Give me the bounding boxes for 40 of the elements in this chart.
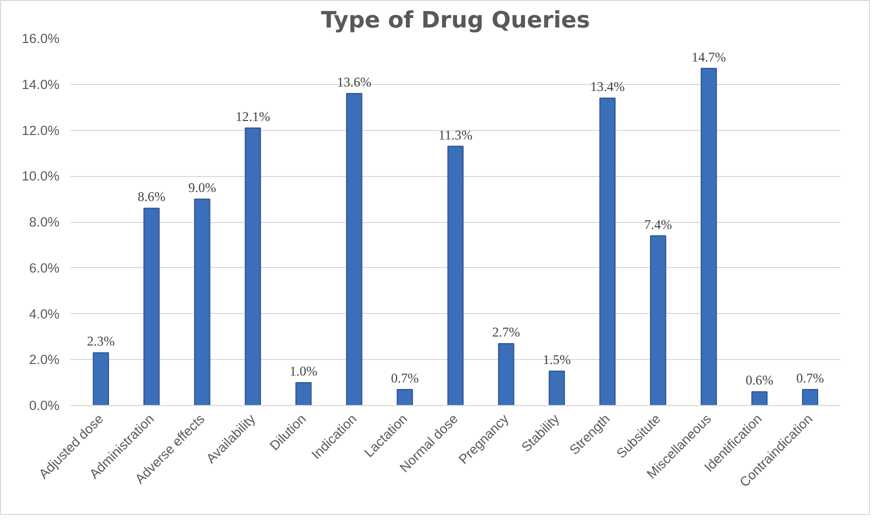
y-tick-label: 2.0%: [29, 352, 60, 368]
bar: [396, 388, 413, 406]
data-label: 14.7%: [692, 49, 726, 64]
data-label: 13.4%: [590, 79, 625, 94]
bar: [548, 370, 565, 406]
y-tick-label: 4.0%: [29, 306, 60, 322]
data-label: 2.3%: [87, 334, 115, 349]
bar: [700, 68, 717, 406]
data-label: 0.7%: [796, 370, 824, 386]
data-label: 2.7%: [492, 324, 520, 340]
y-tick-label: 14.0%: [22, 76, 60, 92]
bar: [751, 391, 768, 406]
bar: [92, 352, 109, 406]
data-label: 12.1%: [236, 108, 270, 124]
y-tick-label: 8.0%: [29, 214, 60, 230]
bar: [194, 198, 210, 406]
data-label: 0.7%: [390, 370, 419, 386]
y-tick-label: 16.0%: [22, 31, 60, 46]
bar: [650, 235, 666, 406]
bar: [498, 343, 514, 406]
bar: [346, 93, 362, 406]
data-label: 11.3%: [438, 127, 472, 142]
bar: [143, 208, 160, 406]
y-tick-label: 12.0%: [22, 122, 60, 138]
data-label: 13.6%: [336, 74, 372, 90]
y-tick-label: 6.0%: [29, 260, 60, 276]
bar: [599, 98, 616, 406]
data-label: 0.6%: [746, 372, 774, 388]
bar: [802, 388, 818, 406]
bar: [295, 382, 312, 406]
y-tick-label: 10.0%: [22, 168, 60, 184]
bar: [244, 127, 261, 406]
data-label: 7.4%: [644, 216, 672, 232]
data-label: 1.5%: [542, 352, 571, 368]
chart-title: Type of Drug Queries: [320, 8, 590, 34]
data-label: 9.0%: [188, 180, 216, 196]
data-label: 1.0%: [290, 364, 318, 379]
data-label: 8.6%: [138, 189, 166, 204]
bar: [447, 146, 464, 406]
y-tick-label: 0.0%: [29, 398, 60, 413]
